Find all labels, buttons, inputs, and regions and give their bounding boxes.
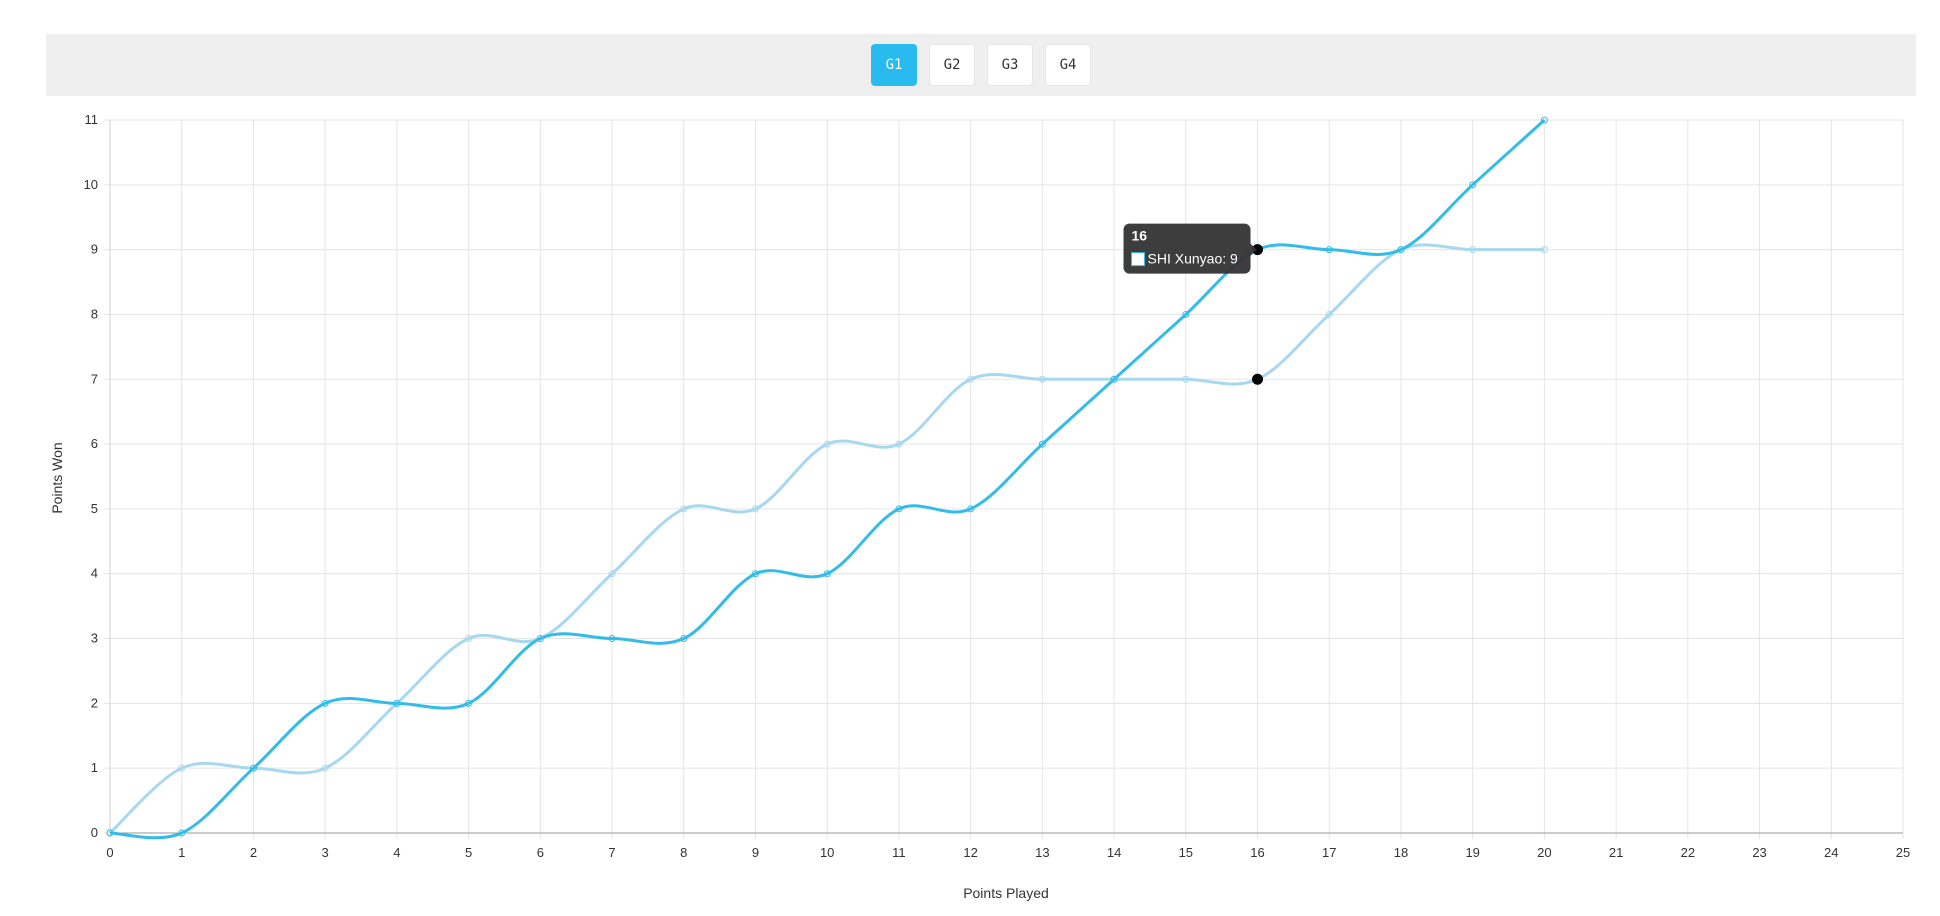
x-tick-label: 17 <box>1322 845 1336 860</box>
tooltip-caret <box>1250 243 1257 256</box>
x-tick-label: 15 <box>1179 845 1193 860</box>
data-point[interactable] <box>1182 375 1190 383</box>
y-tick-label: 3 <box>91 631 98 646</box>
data-point[interactable] <box>608 570 616 578</box>
x-tick-label: 6 <box>537 845 544 860</box>
data-point[interactable] <box>465 635 473 643</box>
data-point[interactable] <box>1252 373 1264 385</box>
y-tick-label: 2 <box>91 695 98 710</box>
x-tick-labels: 0 1 2 3 4 5 6 7 8 9 10 11 12 13 14 15 16 17 18 19 20 21 22 23 24… <box>106 845 1910 860</box>
x-tick-label: 8 <box>680 845 687 860</box>
data-point[interactable] <box>178 829 186 837</box>
x-axis-title: Points Played <box>963 885 1049 901</box>
x-tick-label: 12 <box>963 845 977 860</box>
x-tick-label: 19 <box>1465 845 1479 860</box>
x-tick-label: 18 <box>1394 845 1408 860</box>
data-point[interactable] <box>1110 375 1118 383</box>
y-tick-label: 1 <box>91 760 98 775</box>
y-tick-label: 11 <box>85 112 99 127</box>
data-point[interactable] <box>536 635 544 643</box>
data-point[interactable] <box>1325 246 1333 254</box>
tab-g2[interactable]: G2 <box>929 44 975 86</box>
y-tick-labels: 0 1 2 3 4 5 6 7 8 9 10 11 <box>84 112 98 840</box>
data-point[interactable] <box>465 699 473 707</box>
data-point[interactable] <box>680 635 688 643</box>
y-tick-label: 8 <box>91 306 98 321</box>
data-point[interactable] <box>178 764 186 772</box>
x-tick-label: 25 <box>1896 845 1910 860</box>
data-point[interactable] <box>967 505 975 513</box>
data-point[interactable] <box>1540 246 1548 254</box>
x-tick-label: 21 <box>1609 845 1623 860</box>
data-point[interactable] <box>321 699 329 707</box>
y-tick-label: 7 <box>91 371 98 386</box>
tab-g3[interactable]: G3 <box>987 44 1033 86</box>
data-point[interactable] <box>1182 310 1190 318</box>
data-point[interactable] <box>751 505 759 513</box>
x-tick-label: 5 <box>465 845 472 860</box>
data-point[interactable] <box>1038 440 1046 448</box>
y-tick-label: 0 <box>91 825 98 840</box>
x-tick-label: 22 <box>1681 845 1695 860</box>
game-tabs: G1 G2 G3 G4 <box>46 34 1916 96</box>
x-tick-label: 0 <box>106 845 113 860</box>
x-tick-label: 1 <box>178 845 185 860</box>
data-point[interactable] <box>1469 181 1477 189</box>
data-point[interactable] <box>895 440 903 448</box>
tooltip-box <box>1123 223 1251 274</box>
chart-grid <box>104 119 1904 839</box>
series-line-2 <box>108 243 1545 835</box>
data-point[interactable] <box>321 764 329 772</box>
y-axis-title: Points Won <box>49 442 65 513</box>
data-point[interactable] <box>1397 246 1405 254</box>
x-tick-label: 14 <box>1107 845 1121 860</box>
data-point[interactable] <box>967 375 975 383</box>
x-tick-label: 3 <box>322 845 329 860</box>
data-point[interactable] <box>823 440 831 448</box>
x-tick-label: 2 <box>250 845 257 860</box>
tooltip-label: SHI Xunyao: 9 <box>1148 251 1238 267</box>
x-tick-label: 10 <box>820 845 834 860</box>
data-point[interactable] <box>751 570 759 578</box>
x-tick-label: 11 <box>892 845 906 860</box>
data-point[interactable] <box>1325 310 1333 318</box>
y-tick-label: 6 <box>91 436 98 451</box>
tab-g1[interactable]: G1 <box>871 44 917 86</box>
chart-axes <box>109 120 1903 834</box>
data-point[interactable] <box>393 699 401 707</box>
tooltip-title: 16 <box>1132 228 1148 244</box>
tab-g4[interactable]: G4 <box>1045 44 1091 86</box>
data-point[interactable] <box>249 764 257 772</box>
data-point[interactable] <box>608 635 616 643</box>
x-tick-label: 4 <box>393 845 400 860</box>
x-tick-label: 7 <box>608 845 615 860</box>
y-tick-label: 10 <box>84 177 98 192</box>
y-tick-label: 5 <box>91 501 98 516</box>
data-point[interactable] <box>1038 375 1046 383</box>
data-point[interactable] <box>895 505 903 513</box>
data-point[interactable] <box>680 505 688 513</box>
data-point[interactable] <box>106 829 114 837</box>
data-point[interactable] <box>1469 246 1477 254</box>
x-tick-label: 16 <box>1250 845 1264 860</box>
data-point[interactable] <box>1540 116 1548 124</box>
y-tick-label: 4 <box>91 566 98 581</box>
data-point[interactable] <box>823 570 831 578</box>
series-line-1 <box>109 118 1546 840</box>
chart-series <box>106 116 1548 840</box>
tooltip-swatch <box>1131 252 1146 267</box>
x-tick-label: 23 <box>1752 845 1766 860</box>
y-tick-label: 9 <box>91 242 98 257</box>
x-tick-label: 24 <box>1824 845 1838 860</box>
x-tick-label: 20 <box>1537 845 1551 860</box>
x-tick-label: 9 <box>752 845 759 860</box>
x-tick-label: 13 <box>1035 845 1049 860</box>
